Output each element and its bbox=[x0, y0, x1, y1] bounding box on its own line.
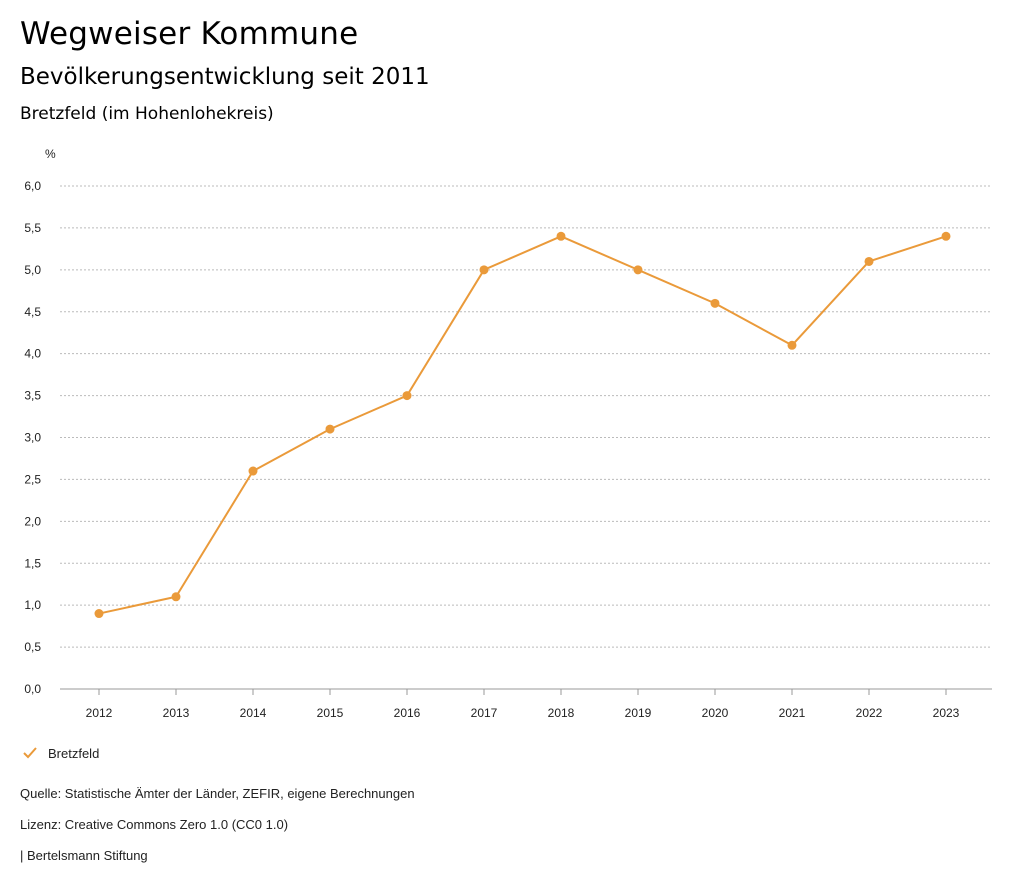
data-point bbox=[402, 391, 412, 401]
data-point bbox=[325, 424, 335, 434]
data-point bbox=[710, 298, 720, 308]
y-tick-label: 1,0 bbox=[24, 598, 41, 612]
data-point bbox=[248, 466, 258, 476]
y-tick-label: 3,0 bbox=[24, 431, 41, 445]
data-point bbox=[864, 256, 874, 266]
x-tick-label: 2013 bbox=[163, 706, 190, 720]
page-title: Wegweiser Kommune bbox=[20, 16, 359, 52]
y-tick-label: 5,5 bbox=[24, 221, 41, 235]
data-point bbox=[787, 340, 797, 350]
x-tick-label: 2017 bbox=[471, 706, 498, 720]
x-tick-label: 2019 bbox=[625, 706, 652, 720]
series-line-bretzfeld bbox=[98, 235, 947, 615]
series-layer bbox=[94, 231, 951, 619]
grid-lines bbox=[60, 185, 992, 690]
y-tick-label: 2,5 bbox=[24, 472, 41, 486]
y-tick-label: 6,0 bbox=[24, 179, 41, 193]
data-point bbox=[556, 231, 566, 241]
checkmark-icon[interactable] bbox=[22, 745, 38, 761]
y-tick-label: 3,5 bbox=[24, 389, 41, 403]
license-note: Lizenz: Creative Commons Zero 1.0 (CC0 1… bbox=[20, 817, 289, 832]
chart-subtitle: Bevölkerungsentwicklung seit 2011 bbox=[20, 64, 430, 90]
y-tick-label: 0,0 bbox=[24, 682, 41, 696]
x-axis-ticks: 2012 2013 2014 2015 2016 2017 2018 2019 2020 2021… bbox=[86, 689, 960, 720]
y-tick-label: 5,0 bbox=[24, 263, 41, 277]
x-tick-label: 2012 bbox=[86, 706, 113, 720]
x-tick-label: 2016 bbox=[394, 706, 421, 720]
data-point bbox=[94, 609, 104, 619]
publisher-note: | Bertelsmann Stiftung bbox=[20, 848, 148, 863]
data-point bbox=[633, 265, 643, 275]
y-tick-label: 0,5 bbox=[24, 640, 41, 654]
x-tick-label: 2014 bbox=[240, 706, 267, 720]
x-tick-label: 2021 bbox=[779, 706, 806, 720]
y-tick-label: 4,5 bbox=[24, 305, 41, 319]
y-axis-ticks: 0,0 0,5 1,0 1,5 2,0 2,5 3,0 3,5 4,0 4,5 5,0 5,5 6,0 bbox=[24, 179, 41, 696]
x-tick-label: 2018 bbox=[548, 706, 575, 720]
data-point bbox=[941, 231, 951, 241]
x-tick-label: 2020 bbox=[702, 706, 729, 720]
data-point bbox=[479, 265, 489, 275]
y-tick-label: 1,5 bbox=[24, 556, 41, 570]
line-chart: % 0,0 0,5 1,0 1,5 2,0 2,5 3,0 3,5 4,0 4,5 5,0 5,5 6,… bbox=[24, 147, 992, 720]
legend: Bretzfeld bbox=[22, 745, 99, 761]
source-note: Quelle: Statistische Ämter der Länder, Z… bbox=[20, 786, 415, 801]
data-point bbox=[171, 592, 181, 602]
y-tick-label: 2,0 bbox=[24, 514, 41, 528]
y-tick-label: 4,0 bbox=[24, 347, 41, 361]
region-title: Bretzfeld (im Hohenlohekreis) bbox=[20, 104, 274, 124]
legend-label: Bretzfeld bbox=[48, 745, 100, 761]
y-axis-unit-label: % bbox=[45, 147, 56, 161]
x-tick-label: 2015 bbox=[317, 706, 344, 720]
x-tick-label: 2023 bbox=[933, 706, 960, 720]
x-tick-label: 2022 bbox=[856, 706, 883, 720]
